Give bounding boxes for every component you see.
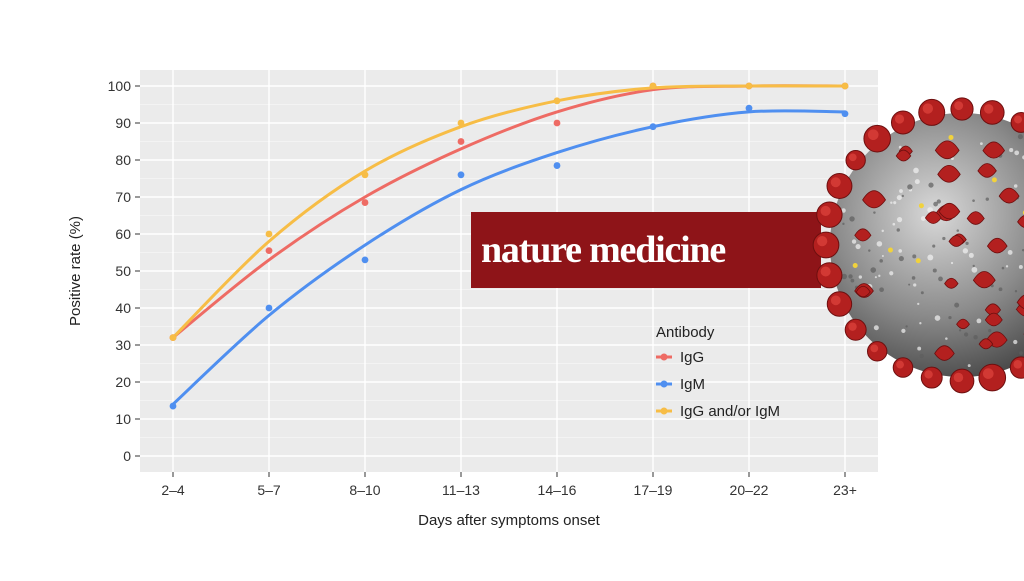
data-point-igg-and-or-igm (361, 171, 369, 179)
data-point-igg-and-or-igm (265, 230, 273, 238)
y-tick-label: 0 (123, 448, 131, 464)
data-point-igm (361, 256, 369, 264)
x-tick-label: 5–7 (257, 482, 281, 498)
fit-line-igg-and-or-igm (171, 84, 847, 340)
x-tick-label: 8–10 (349, 482, 380, 498)
data-point-igg-and-or-igm (457, 119, 465, 127)
data-point-igg (553, 119, 561, 127)
legend-title: Antibody (656, 324, 715, 341)
data-point-igg-and-or-igm (169, 334, 177, 341)
x-tick-label: 14–16 (538, 482, 577, 498)
legend-swatch-dot (660, 407, 668, 415)
y-tick-label: 40 (115, 300, 131, 316)
y-axis-title: Positive rate (%) (67, 216, 84, 326)
data-point-igg-and-or-igm (553, 97, 561, 105)
x-tick-label: 20–22 (730, 482, 769, 498)
legend-label: IgG (680, 349, 704, 366)
legend: Antibody IgG IgM IgG and/or IgM (656, 324, 780, 420)
y-tick-label: 100 (108, 78, 132, 94)
data-point-igg (361, 199, 369, 206)
data-point-igm (169, 402, 177, 410)
y-tick-label: 10 (115, 411, 131, 427)
data-point-igm (457, 171, 465, 179)
data-point-igm (649, 123, 657, 131)
data-point-igm (265, 304, 273, 312)
data-point-igm (553, 162, 561, 169)
y-tick-label: 20 (115, 374, 131, 390)
y-tick-label: 80 (115, 152, 131, 168)
y-tick-label: 70 (115, 189, 131, 205)
data-point-igg (265, 247, 273, 255)
x-tick-label: 2–4 (161, 482, 185, 498)
legend-label: IgM (680, 376, 705, 393)
legend-swatch-dot (660, 353, 668, 361)
x-axis-title: Days after symptoms onset (418, 512, 601, 529)
x-tick-label: 11–13 (442, 482, 480, 498)
fit-line-igm (171, 109, 847, 406)
data-point-igg-and-or-igm (649, 82, 657, 90)
data-point-igm (841, 110, 849, 118)
data-point-igg-and-or-igm (841, 82, 849, 90)
legend-label: IgG and/or IgM (680, 403, 780, 420)
data-point-igm (745, 104, 753, 112)
y-tick-label: 50 (115, 263, 131, 279)
legend-swatch-dot (660, 380, 668, 388)
data-point-igg (457, 138, 465, 145)
nature-medicine-logo-text: nature medicine (481, 229, 726, 271)
y-tick-label: 60 (115, 226, 131, 242)
x-tick-label: 17–19 (634, 482, 673, 498)
y-tick-label: 30 (115, 337, 131, 353)
y-tick-label: 90 (115, 115, 131, 131)
data-point-igg-and-or-igm (745, 82, 753, 90)
x-tick-label: 23+ (833, 482, 857, 498)
nature-medicine-banner: nature medicine (471, 212, 821, 288)
